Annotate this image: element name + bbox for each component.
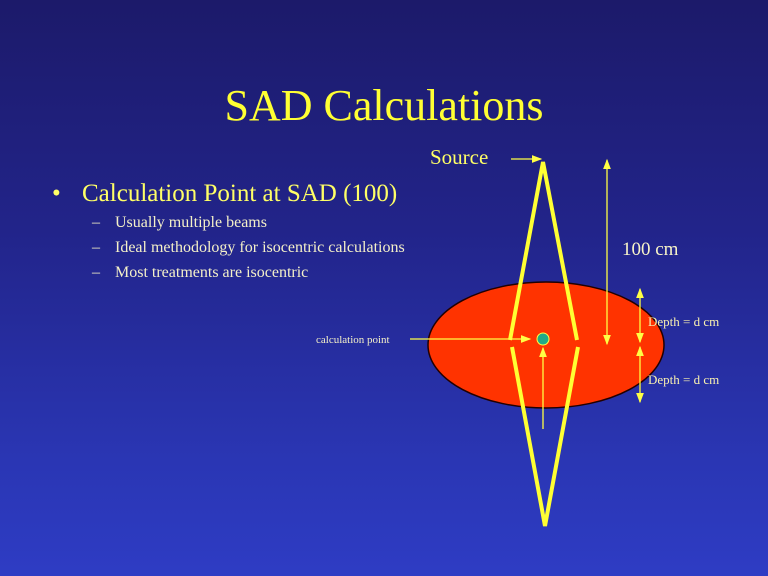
beam-lines	[508, 161, 580, 527]
dash: –	[92, 214, 100, 231]
bullet-marker: •	[52, 180, 61, 207]
dash: –	[92, 239, 100, 256]
sub-bullet: – Usually multiple beams	[92, 214, 267, 232]
slide-title: SAD Calculations	[224, 81, 544, 130]
sub-bullet-text: Most treatments are isocentric	[115, 264, 309, 281]
depth-label-upper: Depth = d cm	[648, 314, 719, 329]
depth-label-lower: Depth = d cm	[648, 372, 719, 387]
bullet-main: • Calculation Point at SAD (100)	[52, 180, 397, 208]
calculation-point-dot	[536, 332, 550, 346]
sub-bullet-text: Ideal methodology for isocentric calcula…	[115, 239, 405, 256]
sub-bullet: – Ideal methodology for isocentric calcul…	[92, 239, 405, 257]
calc-point-label: calculation point	[316, 334, 390, 346]
distance-label: 100 cm	[622, 239, 679, 260]
dash: –	[92, 264, 100, 281]
patient-ellipse	[427, 281, 665, 409]
source-label: Source	[430, 145, 488, 169]
sub-bullet-text: Usually multiple beams	[115, 214, 267, 231]
bullet-text: Calculation Point at SAD (100)	[82, 180, 398, 207]
sub-bullet: – Most treatments are isocentric	[92, 264, 308, 282]
